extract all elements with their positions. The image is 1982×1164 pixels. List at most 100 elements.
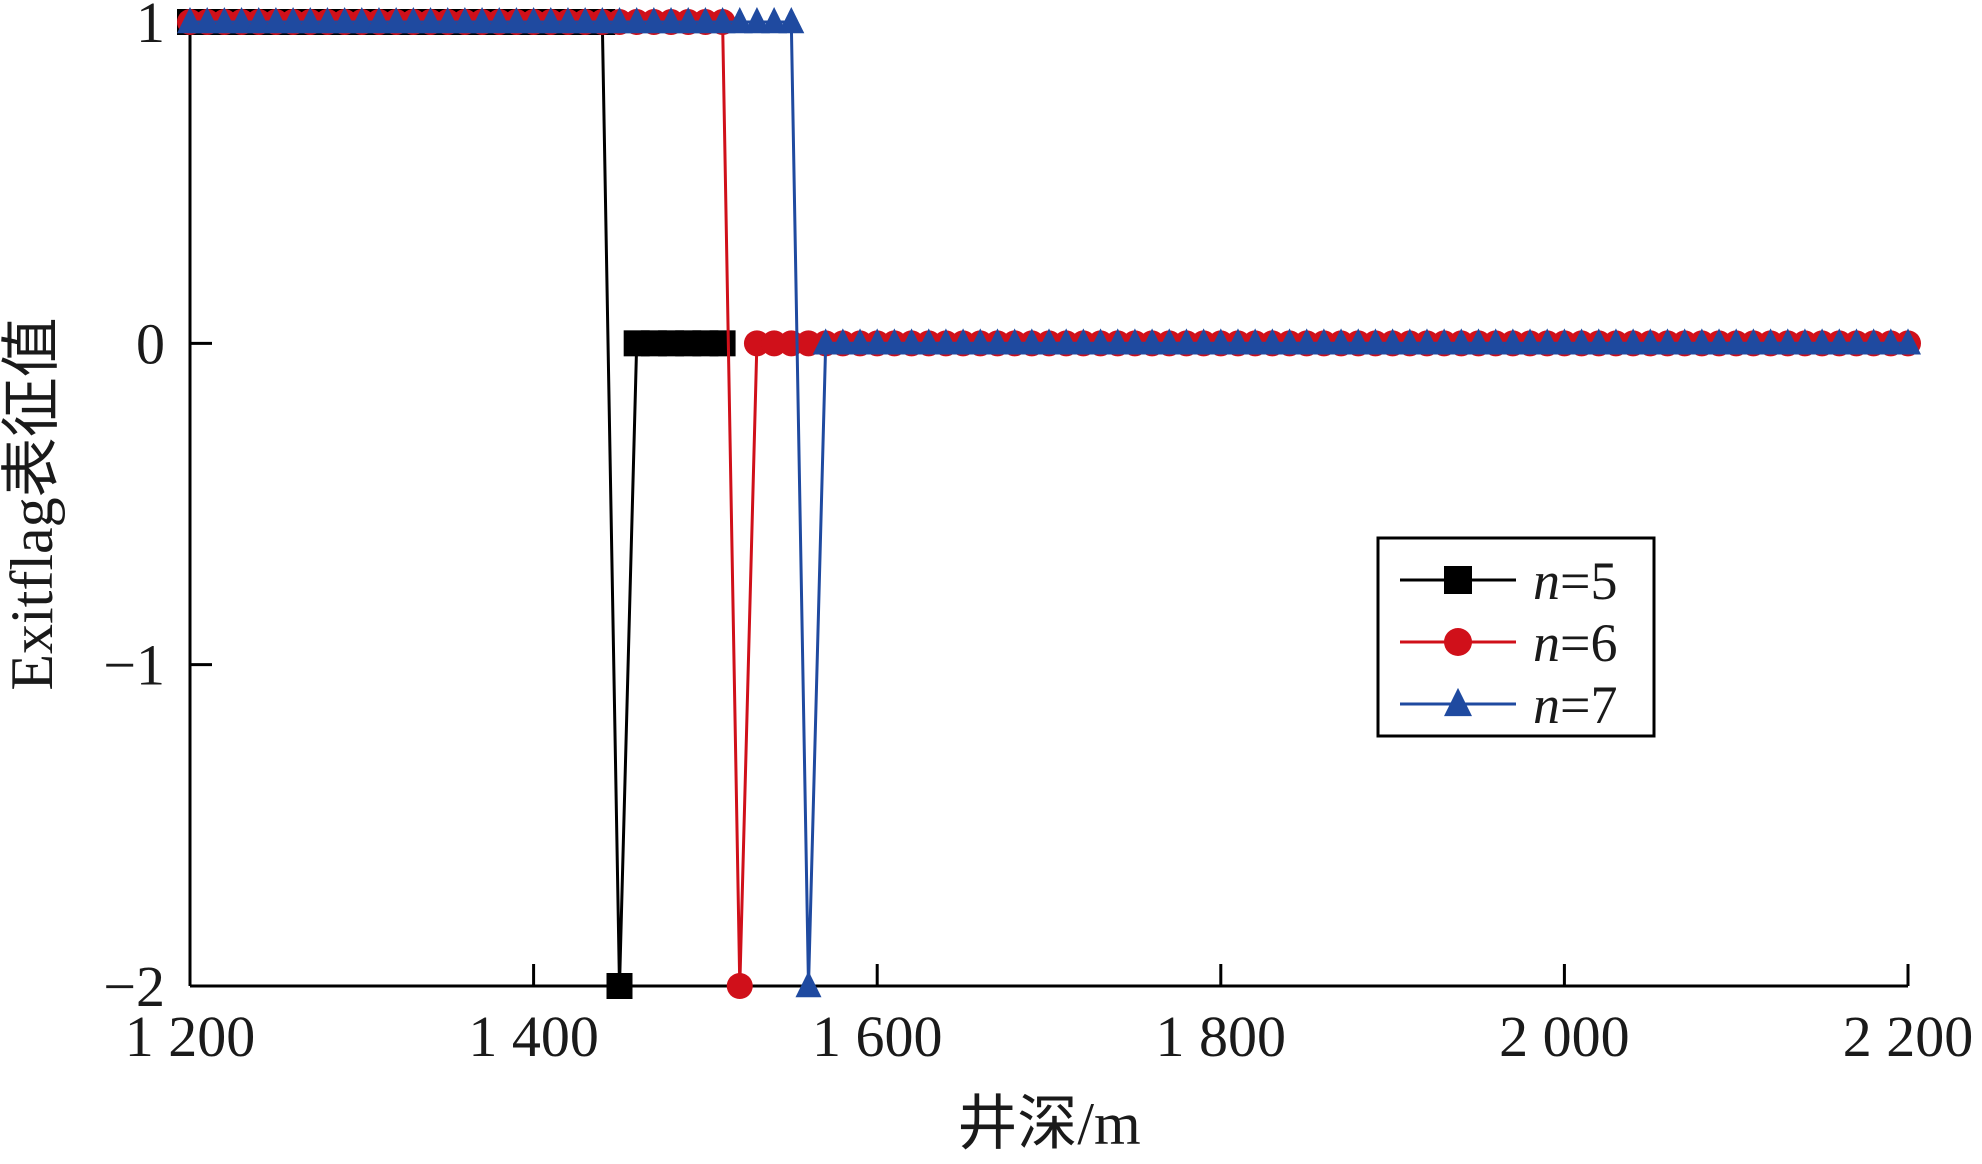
data-point-triangle [1482, 328, 1509, 355]
data-point-triangle [915, 328, 942, 355]
data-point-triangle [1843, 328, 1870, 355]
data-point-triangle [1379, 328, 1406, 355]
x-tick-label: 1 200 [125, 1004, 256, 1069]
y-tick-label: 0 [136, 311, 165, 376]
data-point-triangle [984, 328, 1011, 355]
legend-item-n=7: n=7 [1400, 675, 1617, 735]
data-point-triangle [211, 7, 238, 34]
y-axis-label: Exitflag表征值 [0, 317, 65, 690]
data-point-triangle [400, 7, 427, 34]
data-point-triangle [1895, 328, 1921, 355]
legend-label-value: =6 [1560, 613, 1617, 673]
x-tick-label: 2 200 [1843, 1004, 1974, 1069]
data-point-triangle [1791, 328, 1818, 355]
data-point-triangle [451, 7, 478, 34]
legend-label-value: =5 [1560, 551, 1617, 611]
data-point-triangle [177, 7, 203, 34]
data-point-triangle [1242, 328, 1269, 355]
data-point-triangle [743, 7, 770, 34]
data-point-triangle [194, 7, 221, 34]
data-point-triangle [726, 7, 753, 34]
data-point-square [606, 973, 633, 999]
data-point-triangle [1207, 328, 1234, 355]
data-point-triangle [365, 7, 392, 34]
legend-label-variable: n [1533, 551, 1560, 611]
data-point-triangle [829, 328, 856, 355]
x-tick-label: 1 800 [1156, 1004, 1287, 1069]
data-point-circle [726, 973, 753, 999]
data-point-triangle [1087, 328, 1114, 355]
data-point-square [709, 330, 736, 357]
data-point-triangle [1121, 328, 1148, 355]
data-point-triangle [1465, 328, 1492, 355]
legend-item-n=6: n=6 [1400, 613, 1617, 673]
data-point-triangle [486, 7, 513, 34]
data-point-triangle [1534, 328, 1561, 355]
data-point-triangle [864, 328, 891, 355]
ticks: 1 200 1 400 1 600 1 800 2 000 2 200 −2 −1 0 1 [103, 0, 1973, 1069]
data-point-triangle [1053, 328, 1080, 355]
data-point-triangle [1499, 328, 1526, 355]
data-point-triangle [778, 7, 805, 34]
data-point-triangle [262, 7, 289, 34]
data-point-triangle [297, 7, 324, 34]
series-layer [177, 7, 1921, 999]
data-point-triangle [932, 328, 959, 355]
x-tick-label: 2 000 [1499, 1004, 1630, 1069]
data-point-triangle [1362, 328, 1389, 355]
data-point-triangle [348, 7, 375, 34]
legend-label: n=7 [1533, 675, 1617, 735]
legend-label-variable: n [1533, 675, 1560, 735]
x-tick-label: 1 600 [812, 1004, 943, 1069]
data-point-triangle [1139, 328, 1166, 355]
data-point-triangle [1444, 687, 1472, 717]
data-point-triangle [1706, 328, 1733, 355]
data-point-triangle [383, 7, 410, 34]
data-point-triangle [881, 328, 908, 355]
data-point-triangle [1431, 328, 1458, 355]
data-point-triangle [1877, 328, 1904, 355]
data-point-triangle [1259, 328, 1286, 355]
data-point-triangle [898, 328, 925, 355]
data-point-triangle [537, 7, 564, 34]
data-point-triangle [1551, 328, 1578, 355]
data-point-triangle [520, 7, 547, 34]
data-point-triangle [1310, 328, 1337, 355]
data-point-triangle [606, 7, 633, 34]
series-n=7 [177, 7, 1921, 998]
data-point-triangle [1568, 328, 1595, 355]
data-point-triangle [417, 7, 444, 34]
data-point-triangle [1740, 328, 1767, 355]
data-point-triangle [795, 971, 822, 998]
data-point-triangle [847, 328, 874, 355]
data-point-triangle [1173, 328, 1200, 355]
data-point-circle [1444, 628, 1472, 656]
data-point-triangle [1293, 328, 1320, 355]
data-point-triangle [1688, 328, 1715, 355]
data-point-triangle [1036, 328, 1062, 355]
legend-label-variable: n [1533, 613, 1560, 673]
data-point-triangle [1774, 328, 1801, 355]
data-point-triangle [1104, 328, 1131, 355]
axes [188, 22, 1908, 988]
data-point-triangle [692, 7, 719, 34]
data-point-triangle [280, 7, 307, 34]
data-point-triangle [589, 7, 616, 34]
data-point-triangle [245, 7, 272, 34]
data-point-triangle [1723, 328, 1750, 355]
series-line [190, 20, 1908, 987]
data-point-square [1444, 566, 1472, 594]
data-point-triangle [331, 7, 358, 34]
y-tick-label: −2 [103, 954, 165, 1019]
data-point-triangle [1396, 328, 1423, 355]
legend: n=5n=6n=7 [1376, 536, 1656, 738]
x-axis-label: 井深/m [957, 1091, 1140, 1157]
data-point-triangle [658, 7, 685, 34]
data-point-triangle [967, 328, 994, 355]
series-n=6 [177, 9, 1921, 999]
data-point-triangle [1328, 328, 1355, 355]
data-point-triangle [1620, 328, 1647, 355]
data-point-triangle [1156, 328, 1183, 355]
data-point-triangle [1517, 328, 1544, 355]
